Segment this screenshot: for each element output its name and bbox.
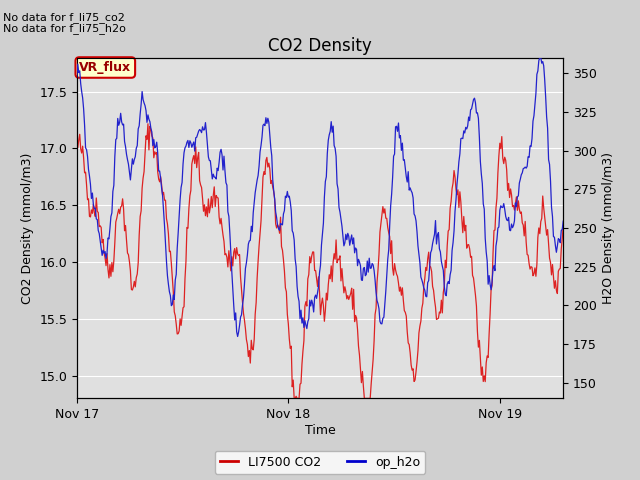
Text: No data for f_li75_co2: No data for f_li75_co2 [3, 12, 125, 23]
Y-axis label: CO2 Density (mmol/m3): CO2 Density (mmol/m3) [20, 152, 34, 304]
Legend: LI7500 CO2, op_h2o: LI7500 CO2, op_h2o [214, 451, 426, 474]
X-axis label: Time: Time [305, 424, 335, 437]
Text: VR_flux: VR_flux [79, 61, 131, 74]
Y-axis label: H2O Density (mmol/m3): H2O Density (mmol/m3) [602, 152, 615, 304]
Title: CO2 Density: CO2 Density [268, 36, 372, 55]
Text: No data for f_li75_h2o: No data for f_li75_h2o [3, 23, 126, 34]
